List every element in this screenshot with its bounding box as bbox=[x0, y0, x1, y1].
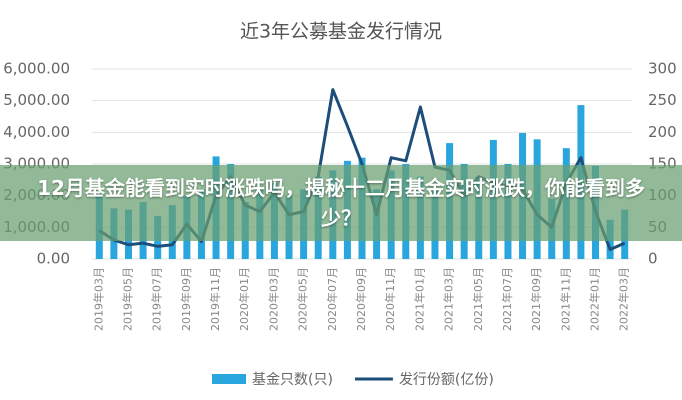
x-tick-label: 2022年03月 bbox=[617, 267, 631, 331]
x-tick-label: 2020年01月 bbox=[237, 267, 251, 331]
x-tick-label: 2019年09月 bbox=[179, 267, 193, 331]
banner: 12月基金能看到实时涨跌吗，揭秘十二月基金实时涨跌，你能看到多少？ bbox=[0, 165, 682, 241]
y-tick-label: 4,000.00 bbox=[3, 123, 70, 141]
x-tick-label: 2020年05月 bbox=[296, 267, 310, 331]
x-tick-label: 2022年01月 bbox=[588, 267, 602, 331]
x-tick-label: 2020年03月 bbox=[266, 267, 280, 331]
legend-label: 基金只数(只) bbox=[252, 371, 333, 388]
x-tick-label: 2019年05月 bbox=[120, 267, 134, 331]
y-tick-label: 6,000.00 bbox=[3, 60, 70, 78]
legend-label: 发行份额(亿份) bbox=[399, 372, 494, 388]
banner-text: 12月基金能看到实时涨跌吗，揭秘十二月基金实时涨跌，你能看到多少？ bbox=[37, 176, 645, 230]
y-tick-label: 5,000.00 bbox=[3, 91, 70, 109]
x-tick-label: 2021年05月 bbox=[471, 267, 485, 331]
y2-tick-label: 250 bbox=[648, 91, 677, 109]
x-tick-label: 2019年03月 bbox=[91, 267, 105, 331]
chart-title: 近3年公募基金发行情况 bbox=[240, 21, 442, 43]
legend-swatch bbox=[212, 374, 246, 384]
x-tick-label: 2020年11月 bbox=[383, 267, 397, 331]
x-tick-label: 2020年07月 bbox=[325, 267, 339, 331]
x-tick-label: 2021年09月 bbox=[529, 267, 543, 331]
x-tick-label: 2021年11月 bbox=[558, 267, 572, 331]
y-tick-label: 0.00 bbox=[37, 250, 70, 268]
x-tick-label: 2020年09月 bbox=[354, 267, 368, 331]
x-tick-label: 2021年01月 bbox=[412, 267, 426, 331]
y2-tick-label: 0 bbox=[648, 250, 658, 268]
y2-tick-label: 300 bbox=[648, 60, 677, 78]
y2-tick-label: 200 bbox=[648, 123, 677, 141]
x-tick-label: 2019年11月 bbox=[208, 267, 222, 331]
x-tick-label: 2021年07月 bbox=[500, 267, 514, 331]
x-tick-label: 2019年07月 bbox=[150, 267, 164, 331]
x-tick-label: 2021年03月 bbox=[442, 267, 456, 331]
